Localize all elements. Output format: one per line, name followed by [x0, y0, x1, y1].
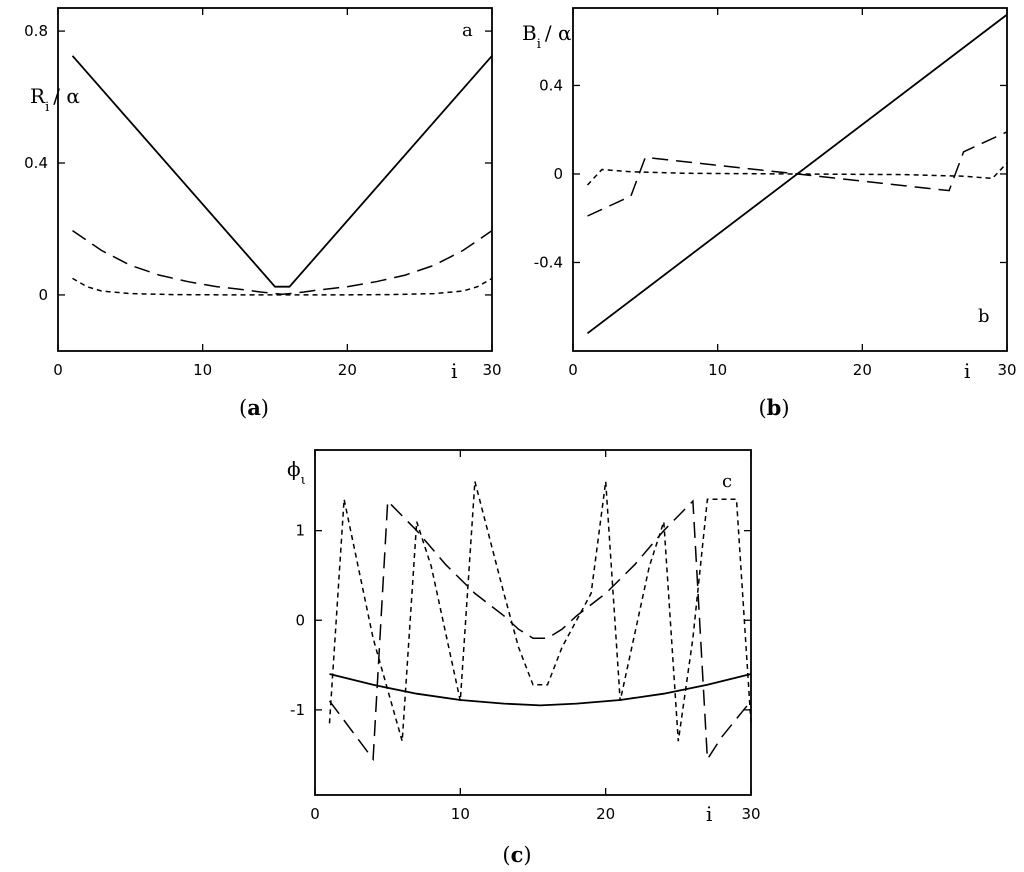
x-axis-label: i [706, 802, 712, 826]
series-short-dash-line [328, 481, 752, 742]
y-tick-label: -1 [290, 701, 305, 719]
x-tick-label: 20 [853, 361, 872, 379]
y-tick-label: 0.4 [24, 154, 48, 172]
x-axis-label: i [451, 359, 457, 383]
plot-frame [57, 7, 493, 352]
panel-b: 0 10 20 30 -0.4 0 0.4 Bi / α i b (b) [522, 7, 1017, 420]
y-tick-label: 0 [553, 165, 563, 183]
x-tick-label: 0 [53, 361, 63, 379]
series-long-dash-line [72, 229, 493, 296]
x-tick-label: 0 [568, 361, 578, 379]
y-tick-label: 0 [38, 286, 48, 304]
y-axis-label: ϕι [287, 457, 306, 488]
panel-corner-label: c [722, 471, 732, 492]
x-tick-label: 20 [338, 361, 357, 379]
series-short-dash-line [586, 162, 1008, 186]
x-tick-label: 30 [997, 361, 1016, 379]
x-tick-label: 10 [451, 805, 470, 823]
plot-frame [314, 449, 752, 796]
panel-corner-label: b [978, 306, 990, 327]
y-tick-label: 0.4 [539, 76, 563, 94]
y-axis-label: Ri / α [30, 84, 80, 115]
series-long-dash-line [328, 499, 752, 762]
series-solid-line [71, 55, 493, 288]
x-tick-label: 20 [596, 805, 615, 823]
panel-a: 0 10 20 30 0 0.4 0.8 Ri / α i a (a) [24, 7, 502, 420]
series-short-dash-line [72, 277, 493, 296]
y-tick-label: 0.8 [24, 22, 48, 40]
x-tick-label: 10 [193, 361, 212, 379]
x-tick-label: 0 [310, 805, 320, 823]
panel-c: 0 10 20 30 -1 0 1 ϕι i c (c) [287, 449, 761, 867]
panel-corner-label: a [462, 20, 473, 41]
panel-caption: (b) [758, 395, 789, 420]
panel-caption: (a) [239, 395, 269, 420]
x-axis-label: i [964, 359, 970, 383]
x-tick-label: 10 [708, 361, 727, 379]
y-tick-label: 1 [295, 522, 305, 540]
y-axis-label: Bi / α [522, 21, 571, 52]
x-tick-label: 30 [482, 361, 501, 379]
panel-caption: (c) [502, 842, 531, 867]
y-tick-label: -0.4 [534, 253, 563, 271]
series-solid-line [329, 673, 752, 707]
x-tick-label: 30 [741, 805, 760, 823]
plot-frame [572, 7, 1008, 352]
y-tick-label: 0 [295, 611, 305, 629]
